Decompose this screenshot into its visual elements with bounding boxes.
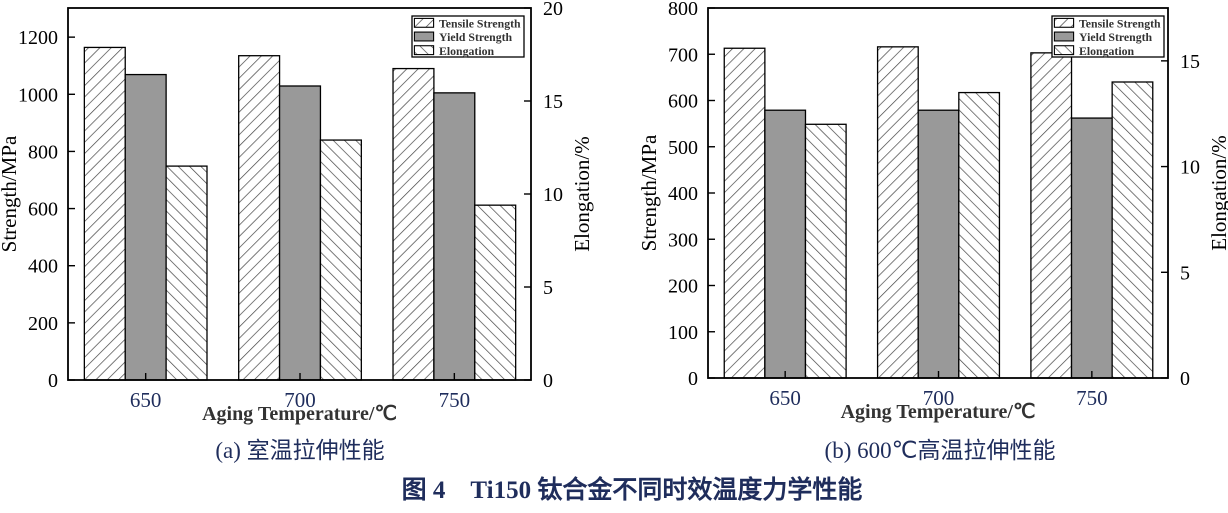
svg-text:1000: 1000 xyxy=(18,84,58,106)
svg-text:Elongation: Elongation xyxy=(1079,44,1135,58)
svg-text:400: 400 xyxy=(668,183,698,205)
svg-text:600: 600 xyxy=(28,199,58,221)
svg-text:Elongation/%: Elongation/% xyxy=(1207,135,1228,250)
svg-text:750: 750 xyxy=(1076,386,1108,410)
svg-text:5: 5 xyxy=(1180,262,1190,284)
svg-text:10: 10 xyxy=(543,184,563,206)
svg-text:750: 750 xyxy=(439,388,471,412)
svg-text:200: 200 xyxy=(28,313,58,335)
svg-text:300: 300 xyxy=(668,229,698,251)
svg-text:Yield Strength: Yield Strength xyxy=(1079,30,1153,44)
svg-text:Strength/MPa: Strength/MPa xyxy=(0,135,21,252)
svg-text:Yield Strength: Yield Strength xyxy=(439,30,513,44)
svg-text:Tensile Strength: Tensile Strength xyxy=(439,16,521,30)
svg-text:图 4 Ti150 钛合金不同时效温度力学性能: 图 4 Ti150 钛合金不同时效温度力学性能 xyxy=(402,475,863,504)
svg-text:15: 15 xyxy=(543,91,563,113)
svg-text:400: 400 xyxy=(28,256,58,278)
svg-text:600: 600 xyxy=(668,91,698,113)
svg-text:20: 20 xyxy=(543,0,563,20)
svg-text:Strength/MPa: Strength/MPa xyxy=(637,134,661,251)
svg-text:500: 500 xyxy=(668,137,698,159)
svg-text:(a) 室温拉伸性能: (a) 室温拉伸性能 xyxy=(215,438,384,463)
svg-text:(b) 600℃高温拉伸性能: (b) 600℃高温拉伸性能 xyxy=(825,438,1056,463)
svg-text:0: 0 xyxy=(48,370,58,392)
svg-text:Aging Temperature/℃: Aging Temperature/℃ xyxy=(202,403,397,425)
svg-text:650: 650 xyxy=(130,388,162,412)
svg-text:Tensile Strength: Tensile Strength xyxy=(1079,16,1161,30)
svg-text:15: 15 xyxy=(1180,51,1200,73)
svg-text:1200: 1200 xyxy=(18,27,58,49)
svg-text:700: 700 xyxy=(668,44,698,66)
svg-text:100: 100 xyxy=(668,322,698,344)
svg-text:Elongation/%: Elongation/% xyxy=(570,136,594,251)
svg-text:800: 800 xyxy=(28,141,58,163)
svg-text:5: 5 xyxy=(543,277,553,299)
svg-text:10: 10 xyxy=(1180,157,1200,179)
svg-text:Aging Temperature/℃: Aging Temperature/℃ xyxy=(841,401,1036,423)
svg-text:0: 0 xyxy=(543,370,553,392)
svg-text:800: 800 xyxy=(668,0,698,20)
svg-text:650: 650 xyxy=(769,386,801,410)
svg-text:0: 0 xyxy=(688,368,698,390)
svg-text:Elongation: Elongation xyxy=(439,44,495,58)
svg-text:0: 0 xyxy=(1180,368,1190,390)
svg-text:200: 200 xyxy=(668,276,698,298)
